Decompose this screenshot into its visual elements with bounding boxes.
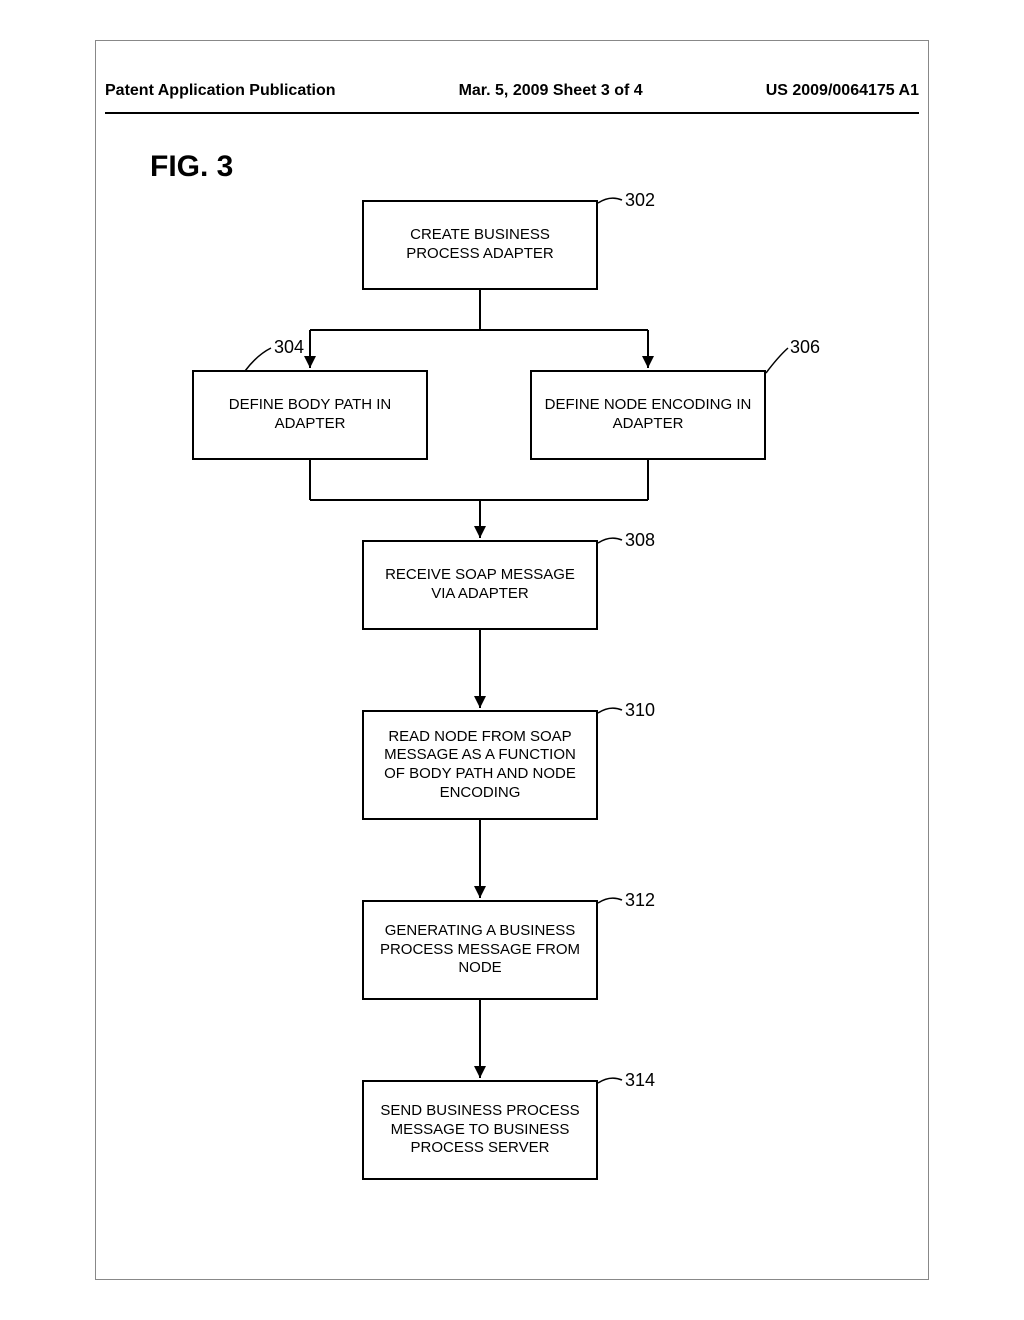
node-312-label: GENERATING A BUSINESS PROCESS MESSAGE FR… [372, 922, 588, 978]
node-314: SEND BUSINESS PROCESS MESSAGE TO BUSINES… [362, 1080, 598, 1180]
node-306: DEFINE NODE ENCODING IN ADAPTER [530, 370, 766, 460]
ref-308: 308 [625, 530, 655, 551]
page-header: Patent Application Publication Mar. 5, 2… [105, 82, 919, 100]
node-308: RECEIVE SOAP MESSAGE VIA ADAPTER [362, 540, 598, 630]
node-308-label: RECEIVE SOAP MESSAGE VIA ADAPTER [372, 566, 588, 604]
node-302: CREATE BUSINESS PROCESS ADAPTER [362, 200, 598, 290]
ref-312: 312 [625, 890, 655, 911]
node-310: READ NODE FROM SOAP MESSAGE AS A FUNCTIO… [362, 710, 598, 820]
header-center: Mar. 5, 2009 Sheet 3 of 4 [459, 82, 643, 100]
ref-314: 314 [625, 1070, 655, 1091]
node-314-label: SEND BUSINESS PROCESS MESSAGE TO BUSINES… [372, 1102, 588, 1158]
node-310-label: READ NODE FROM SOAP MESSAGE AS A FUNCTIO… [372, 728, 588, 803]
node-302-label: CREATE BUSINESS PROCESS ADAPTER [372, 226, 588, 264]
figure-label: FIG. 3 [150, 150, 233, 184]
ref-304: 304 [274, 337, 304, 358]
node-312: GENERATING A BUSINESS PROCESS MESSAGE FR… [362, 900, 598, 1000]
ref-306: 306 [790, 337, 820, 358]
ref-302: 302 [625, 190, 655, 211]
ref-310: 310 [625, 700, 655, 721]
header-left: Patent Application Publication [105, 82, 336, 100]
header-right: US 2009/0064175 A1 [766, 82, 919, 100]
node-306-label: DEFINE NODE ENCODING IN ADAPTER [540, 396, 756, 434]
node-304: DEFINE BODY PATH IN ADAPTER [192, 370, 428, 460]
header-rule [105, 112, 919, 114]
node-304-label: DEFINE BODY PATH IN ADAPTER [202, 396, 418, 434]
